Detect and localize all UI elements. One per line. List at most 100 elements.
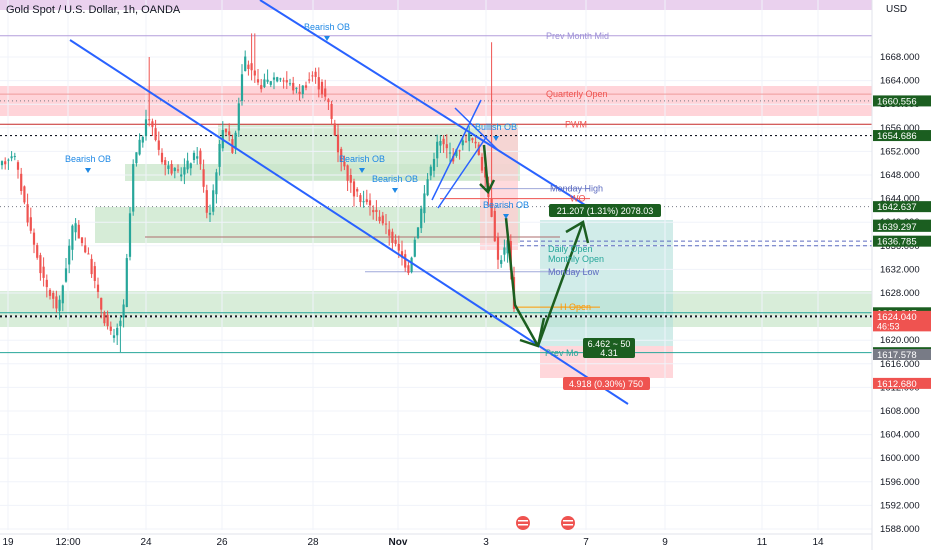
candle-body: [468, 132, 471, 142]
risk-reward-ratio: 4.31: [600, 348, 618, 358]
candle-body: [276, 77, 279, 82]
candle-body: [474, 141, 477, 144]
price-badge-label: 1612.680: [877, 379, 917, 390]
level-label: WO: [570, 194, 586, 204]
candle-body: [157, 140, 160, 150]
candle-body: [432, 158, 436, 171]
candle-body: [356, 189, 359, 192]
price-badge-label: 1617.578: [877, 350, 917, 361]
candle-body: [404, 254, 407, 268]
candle-body: [87, 253, 90, 255]
candle-body: [148, 119, 151, 121]
candle-body: [205, 190, 208, 213]
candle-body: [116, 327, 119, 336]
candle-body: [436, 141, 439, 159]
price-badge-label: 1654.686: [877, 131, 917, 142]
candle-body: [151, 121, 154, 127]
target-label-bg: [549, 204, 661, 217]
candle-body: [23, 186, 26, 203]
price-badge: [873, 95, 931, 107]
candle-body: [359, 195, 362, 203]
time-tick-label: 3: [483, 537, 489, 548]
candle-body: [80, 237, 84, 244]
price-badge: [873, 235, 931, 247]
candle-body: [4, 161, 7, 165]
candle-body: [458, 150, 461, 152]
price-badge: [873, 348, 931, 360]
candle-body: [176, 169, 180, 171]
price-tick-label: 1600.000: [880, 453, 920, 464]
time-tick-label: Nov: [389, 537, 408, 548]
price-axis-bg: [872, 0, 932, 550]
candle-body: [218, 143, 221, 167]
candle-body: [138, 139, 141, 155]
candle-body: [311, 75, 314, 77]
pattern-line[interactable]: [431, 99, 482, 201]
time-tick-label: 14: [812, 537, 824, 548]
candle-body: [132, 164, 135, 212]
price-tick-label: 1652.000: [880, 146, 920, 157]
level-label: PWM: [565, 119, 587, 129]
candle-body: [100, 297, 103, 310]
stop-label-bg: [563, 377, 650, 390]
candle-body: [39, 255, 42, 274]
stop-label: 4.918 (0.30%) 750: [569, 379, 643, 389]
candle-body: [477, 144, 480, 155]
candle-body: [29, 217, 32, 231]
candle-body: [346, 165, 349, 181]
channel-lower-line[interactable]: [69, 39, 629, 405]
candle-body: [13, 156, 16, 158]
price-tick-label: 1644.000: [880, 194, 920, 205]
candle-body: [215, 172, 218, 195]
candle-body: [381, 215, 384, 224]
pattern-line[interactable]: [454, 107, 499, 151]
us-event-flag-icon[interactable]: [561, 516, 575, 530]
candle-body: [429, 166, 432, 176]
candle-body: [340, 148, 343, 162]
level-label: Monday High: [550, 184, 603, 194]
price-tick-label: 1628.000: [880, 288, 920, 299]
candle-body: [26, 204, 29, 223]
ob-marker-icon: [85, 168, 91, 173]
candle-body: [228, 131, 231, 136]
candle-body: [74, 223, 77, 233]
candle-body: [375, 209, 378, 212]
candle-body: [234, 132, 237, 150]
candle-body: [288, 83, 292, 85]
us-event-flag-icon[interactable]: [516, 516, 530, 530]
candle-body: [61, 285, 64, 304]
demand-zone: [0, 291, 872, 327]
candle-body: [464, 141, 468, 143]
candle-body: [119, 320, 122, 327]
candle-body: [343, 161, 346, 167]
candle-body: [141, 136, 144, 143]
candle-body: [173, 167, 176, 172]
candle-body: [448, 152, 452, 154]
symbol-title: Gold Spot / U.S. Dollar, 1h, OANDA: [6, 4, 181, 16]
pattern-line[interactable]: [437, 135, 488, 209]
candle-body: [349, 174, 352, 183]
candle-body: [135, 152, 138, 164]
arrow-head: [565, 220, 590, 244]
level-label: Prev Month Mid: [546, 31, 609, 41]
candle-body: [388, 229, 391, 236]
candle-body: [128, 213, 132, 257]
time-tick-label: 12:00: [55, 537, 80, 548]
candle-body: [48, 289, 52, 296]
channel-upper-line[interactable]: [259, 0, 586, 206]
ob-marker-icon: [324, 36, 330, 41]
candle-body: [368, 200, 372, 206]
candle-body: [461, 140, 464, 146]
price-tick-label: 1664.000: [880, 76, 920, 87]
candle-body: [160, 152, 164, 163]
candle-body: [212, 190, 215, 212]
candle-body: [330, 103, 333, 119]
candle-body: [164, 160, 167, 165]
candle-body: [400, 251, 404, 258]
candle-body: [170, 164, 173, 174]
candle-body: [10, 156, 13, 159]
ob-label: Bearish OB: [339, 154, 385, 164]
projection-arrow: [536, 221, 585, 347]
ob-label: Bearish OB: [483, 200, 529, 210]
